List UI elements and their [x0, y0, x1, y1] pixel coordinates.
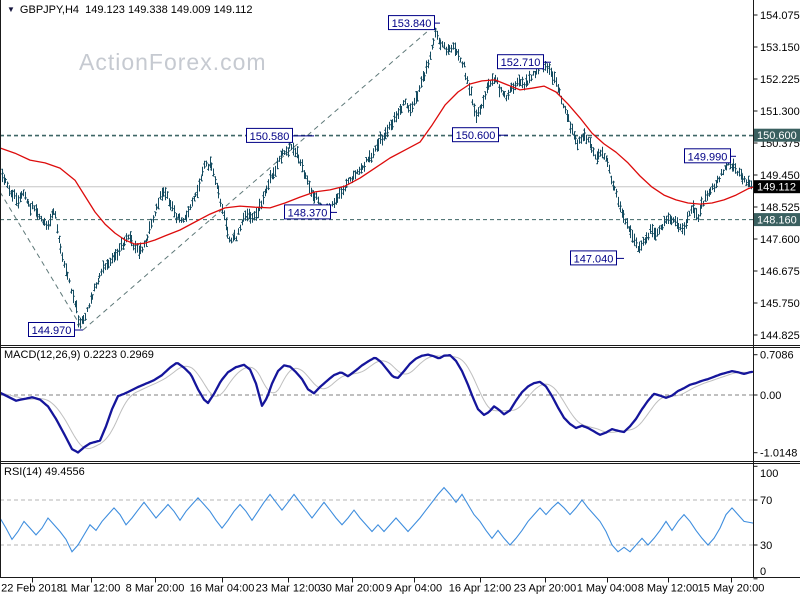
y-axis-label: 149.450	[760, 170, 800, 182]
panel-borders	[0, 0, 800, 578]
axis-highlight	[754, 180, 800, 194]
y-axis-label: 153.150	[760, 42, 800, 54]
y-axis-label: 145.750	[760, 298, 800, 310]
axis-highlight-label: 149.112	[757, 182, 796, 194]
svg-text:144.970: 144.970	[32, 325, 72, 337]
svg-text:150.600: 150.600	[456, 130, 496, 142]
macd-indicator-label: MACD(12,26,9) 0.2223 0.2969	[4, 349, 154, 361]
y-axis-label: 154.075	[760, 10, 800, 22]
macd-axis-label: 0.7086	[760, 350, 794, 362]
svg-text:150.580: 150.580	[250, 131, 290, 143]
rsi-panel[interactable]	[0, 486, 753, 553]
macd-panel[interactable]	[0, 353, 753, 454]
trendline	[82, 22, 438, 331]
price-callout: 150.580	[246, 127, 314, 143]
rsi-indicator-label: RSI(14) 49.4556	[4, 466, 85, 478]
date-label: 15 May 20:00	[698, 583, 765, 595]
macd-axis-label: 0.00	[760, 390, 781, 402]
price-callout: 153.840	[388, 15, 440, 31]
macd-axis-label: -1.0148	[760, 448, 797, 460]
y-axis-label: 151.300	[760, 106, 800, 118]
price-callout: 152.710	[497, 54, 551, 70]
svg-text:147.040: 147.040	[574, 253, 614, 265]
axis-highlight	[754, 213, 800, 227]
axis-highlight-label: 148.160	[757, 215, 797, 227]
axis-highlight	[754, 128, 800, 142]
rsi-line	[1, 486, 753, 553]
date-label: 8 May 12:00	[638, 583, 699, 595]
date-label: 16 Mar 04:00	[190, 583, 255, 595]
symbol-ohlc-text: GBPJPY,H4 149.123 149.338 149.009 149.11…	[19, 4, 253, 16]
moving-average-line	[1, 79, 753, 245]
rsi-axis-label: 100	[760, 468, 778, 480]
price-callout: 150.600	[452, 127, 508, 143]
date-label: 8 Mar 20:00	[126, 583, 185, 595]
price-callout: 149.990	[684, 148, 736, 164]
svg-text:149.990: 149.990	[688, 151, 728, 163]
y-axis-label: 148.525	[760, 202, 800, 214]
y-axis-label: 152.225	[760, 74, 800, 86]
price-callout: 147.040	[570, 250, 624, 266]
y-axis-label: 147.600	[760, 234, 800, 246]
svg-text:148.370: 148.370	[288, 207, 328, 219]
symbol-info[interactable]: ▼ GBPJPY,H4 149.123 149.338 149.009 149.…	[7, 4, 253, 16]
date-label: 23 Mar 12:00	[256, 583, 321, 595]
dropdown-triangle-icon[interactable]: ▼	[7, 5, 15, 14]
svg-text:153.840: 153.840	[392, 18, 432, 30]
watermark: ActionForex.com	[79, 49, 267, 75]
date-label: 30 Mar 20:00	[320, 583, 385, 595]
date-label: 23 Apr 20:00	[514, 583, 576, 595]
price-axis: 154.075153.150152.225151.300150.375149.4…	[753, 10, 800, 580]
candlestick-bars	[1, 27, 753, 329]
main-price-panel[interactable]	[0, 22, 753, 331]
price-callout: 148.370	[284, 204, 337, 220]
price-callout: 144.970	[28, 322, 83, 337]
svg-text:152.710: 152.710	[501, 57, 541, 69]
y-axis-label: 146.675	[760, 266, 800, 278]
date-label: 22 Feb 2018	[1, 583, 63, 595]
y-axis-label: 144.825	[760, 330, 800, 342]
rsi-axis-label: 30	[760, 540, 772, 552]
axis-highlight-label: 150.600	[757, 130, 797, 142]
rsi-axis-label: 0	[760, 566, 766, 578]
date-label: 1 May 04:00	[577, 583, 638, 595]
date-label: 16 Apr 12:00	[449, 583, 511, 595]
macd-main-line	[1, 353, 753, 454]
rsi-axis-label: 70	[760, 495, 772, 507]
date-label: 9 Apr 04:00	[386, 583, 442, 595]
date-label: 1 Mar 12:00	[62, 583, 121, 595]
